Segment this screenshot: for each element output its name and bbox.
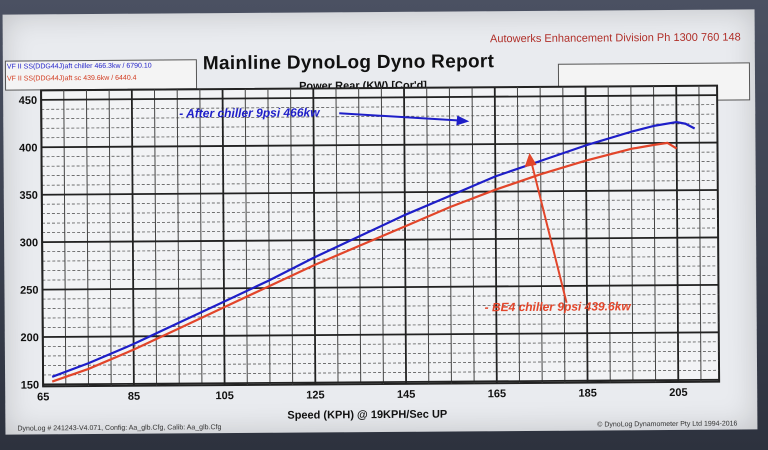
grid-line-minor-y bbox=[42, 265, 719, 271]
grid-line-major-y bbox=[42, 236, 719, 244]
grid-line-minor-y bbox=[41, 199, 718, 205]
footer-config: DynoLog # 241243-V4.071, Config: Aa_glb.… bbox=[17, 424, 222, 433]
annotation-after-chiller-arrow bbox=[339, 112, 460, 122]
y-tick-label: 150 bbox=[21, 379, 39, 391]
series-lines bbox=[51, 120, 696, 383]
grid-line-major-y bbox=[43, 378, 720, 386]
grid-line-minor-y bbox=[41, 180, 718, 186]
y-tick-label: 300 bbox=[20, 237, 38, 249]
y-tick-label: 250 bbox=[20, 285, 38, 297]
series-line-before-chiller bbox=[51, 141, 678, 383]
grid-line-minor-y bbox=[42, 303, 719, 309]
grid-line-major-y bbox=[41, 189, 718, 196]
annotation-after-chiller: - After chiller 9psi 466kw bbox=[179, 105, 320, 120]
annotation-before-chiller: - BE4 chiller 9psi 439.6kw bbox=[485, 299, 632, 314]
x-tick-label: 185 bbox=[578, 387, 596, 399]
x-tick-label: 205 bbox=[669, 387, 687, 399]
grid-line-minor-y bbox=[42, 341, 719, 347]
grid-line-minor-y bbox=[41, 170, 718, 177]
series-line-after-chiller bbox=[51, 120, 696, 378]
grid-line-minor-y bbox=[42, 256, 719, 262]
x-tick-label: 65 bbox=[37, 391, 49, 403]
annotations: - After chiller 9psi 466kw - BE4 chiller… bbox=[179, 105, 632, 314]
grid-line-minor-y bbox=[42, 350, 719, 357]
grid-line-minor-y bbox=[42, 227, 719, 234]
y-tick-labels: 150 200 250 300 350 400 450 bbox=[19, 95, 39, 392]
x-tick-label: 145 bbox=[397, 389, 415, 401]
grid-line-major-y bbox=[42, 283, 719, 291]
x-axis-label: Speed (KPH) @ 19KPH/Sec UP bbox=[287, 408, 448, 422]
grid-line-major-y bbox=[41, 94, 718, 101]
footer-copyright: © DynoLog Dynamometer Pty Ltd 1994-2016 bbox=[597, 420, 738, 429]
grid-line-minor-y bbox=[41, 104, 718, 110]
annotation-after-chiller-arrowhead bbox=[456, 115, 470, 126]
x-tick-label: 85 bbox=[128, 391, 140, 403]
x-tick-label: 125 bbox=[306, 389, 324, 401]
grid-line-minor-y bbox=[42, 312, 719, 319]
grid-line-minor-y bbox=[42, 275, 719, 281]
y-tick-label: 350 bbox=[19, 190, 37, 202]
x-tick-label: 165 bbox=[488, 388, 506, 400]
grid-major bbox=[40, 85, 720, 387]
grid-line-minor-y bbox=[43, 369, 720, 376]
grid-line-minor-y bbox=[42, 294, 719, 300]
dyno-report-sheet: Autowerks Enhancement Division Ph 1300 7… bbox=[2, 9, 758, 435]
grid-line-minor-y bbox=[41, 161, 718, 167]
y-tick-label: 400 bbox=[19, 142, 37, 154]
grid-line-minor-y bbox=[41, 218, 718, 224]
y-tick-label: 450 bbox=[19, 95, 37, 107]
y-tick-label: 200 bbox=[20, 332, 38, 344]
dyno-chart: 65 85 105 125 145 165 185 205 150 200 250 300 350 40… bbox=[19, 84, 721, 404]
grid-line-minor-y bbox=[41, 151, 718, 158]
annotation-before-chiller-arrow bbox=[530, 162, 568, 303]
grid-line-minor-y bbox=[41, 132, 718, 139]
x-tick-label: 105 bbox=[215, 390, 233, 402]
grid-line-minor-y bbox=[42, 360, 719, 366]
x-tick-labels: 65 85 105 125 145 165 185 205 bbox=[37, 387, 688, 404]
grid-line-minor-y bbox=[42, 322, 719, 328]
grid-line-major-y bbox=[42, 331, 719, 338]
annotation-before-chiller-arrowhead bbox=[524, 152, 537, 167]
grid-line-major-y bbox=[41, 141, 718, 149]
grid-line-minor-y bbox=[42, 246, 719, 252]
grid-line-minor-y bbox=[41, 123, 718, 129]
grid-line-minor-y bbox=[41, 208, 718, 215]
